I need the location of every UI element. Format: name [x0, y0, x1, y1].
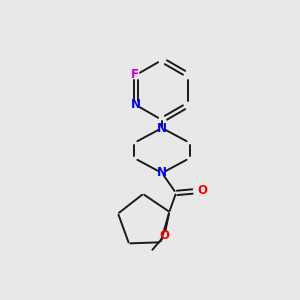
Text: F: F [131, 68, 139, 80]
Text: N: N [157, 122, 167, 134]
Text: O: O [159, 229, 170, 242]
Text: O: O [197, 184, 207, 197]
Text: N: N [131, 98, 141, 112]
Text: N: N [157, 167, 167, 179]
